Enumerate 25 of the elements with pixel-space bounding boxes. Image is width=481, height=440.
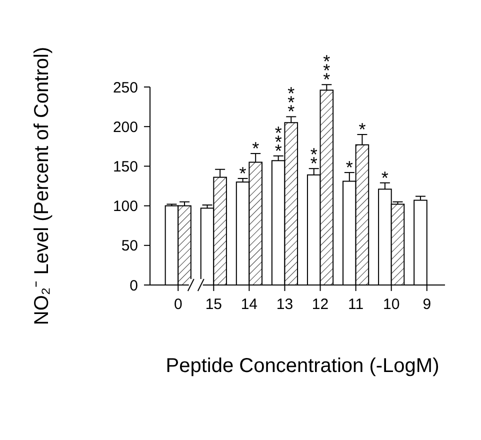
x-tick-label: 9 bbox=[422, 296, 432, 313]
x-tick-label: 11 bbox=[348, 296, 364, 313]
annotation: *** bbox=[274, 122, 282, 161]
annotation: * bbox=[381, 168, 388, 188]
annotation: * bbox=[358, 120, 366, 140]
y-tick-label: 50 bbox=[121, 238, 138, 255]
y-tick-label: 100 bbox=[112, 198, 138, 216]
x-axis-title: Peptide Concentration (-LogM) bbox=[166, 355, 440, 377]
x-tick-label: 10 bbox=[382, 296, 400, 313]
annotation: * bbox=[252, 138, 260, 159]
annotation: * bbox=[346, 158, 353, 178]
y-tick-label: 0 bbox=[130, 277, 138, 294]
y-tick-label: 150 bbox=[112, 158, 138, 176]
y-tick-label: 200 bbox=[112, 118, 138, 136]
annotation: *** bbox=[323, 52, 330, 90]
annotation: *** bbox=[288, 84, 295, 122]
x-tick-label: 0 bbox=[174, 296, 182, 313]
annotation: * bbox=[239, 163, 246, 184]
annotation: ** bbox=[310, 144, 318, 174]
x-tick-label: 14 bbox=[240, 296, 258, 313]
x-tick-label: 13 bbox=[276, 296, 294, 313]
x-tick-label: 12 bbox=[312, 296, 329, 313]
y-tick-label: 250 bbox=[112, 79, 138, 96]
y-axis-title: NO₂⁻ Level (Percent of Control) bbox=[31, 46, 53, 326]
x-tick-label: 15 bbox=[205, 296, 222, 313]
